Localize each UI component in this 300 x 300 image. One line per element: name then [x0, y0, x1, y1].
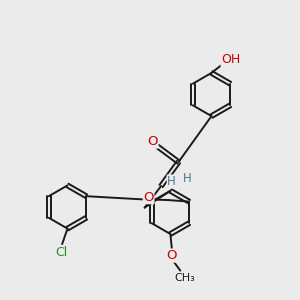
Text: OH: OH — [221, 53, 240, 66]
Text: H: H — [167, 175, 176, 188]
Text: CH₃: CH₃ — [174, 273, 195, 283]
Text: H: H — [182, 172, 191, 185]
Text: O: O — [143, 190, 154, 204]
Text: O: O — [167, 249, 177, 262]
Text: O: O — [148, 135, 158, 148]
Text: Cl: Cl — [55, 245, 67, 259]
